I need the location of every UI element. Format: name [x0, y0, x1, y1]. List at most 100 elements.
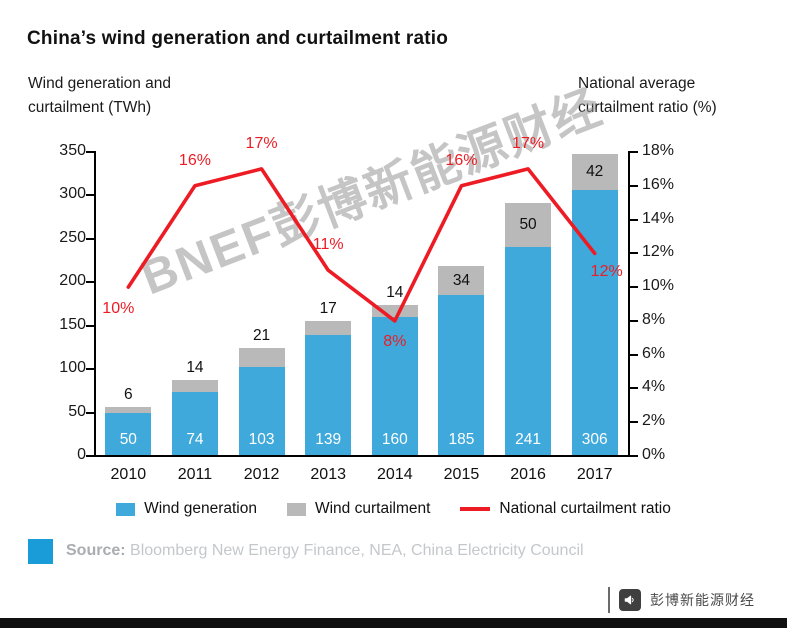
wind-generation-bar [305, 335, 352, 456]
right-axis-tick [629, 218, 638, 221]
wind-curtailment-value: 17 [319, 299, 337, 317]
legend-swatch-wind-curtailment [286, 502, 306, 516]
right-axis-tick [629, 421, 638, 424]
legend: Wind generation Wind curtailment Nationa… [0, 500, 787, 518]
wind-curtailment-value: 21 [252, 327, 271, 345]
chart-title: China’s wind generation and curtailment … [27, 28, 449, 49]
right-axis-tick [629, 319, 638, 322]
right-axis-line [628, 151, 630, 457]
curtailment-ratio-value: 16% [445, 151, 478, 169]
left-axis-tick-label: 200 [59, 272, 86, 290]
left-axis-tick [86, 411, 95, 414]
legend-item-wind-curtailment: Wind curtailment [286, 500, 431, 518]
right-axis-tick-label: 12% [642, 243, 675, 261]
left-axis-tick-label: 350 [59, 142, 86, 159]
left-axis-tick [86, 281, 95, 284]
left-axis-tick [86, 368, 95, 371]
x-axis-label: 2016 [510, 466, 546, 483]
right-axis-tick-label: 10% [642, 277, 675, 295]
right-axis-tick [629, 353, 638, 356]
right-axis-tick [629, 387, 638, 390]
x-axis-label: 2011 [177, 466, 213, 483]
footer-brand: 彭博新能源财经 [608, 587, 755, 613]
curtailment-ratio-value: 10% [102, 300, 135, 318]
wind-curtailment-value: 50 [519, 215, 537, 233]
left-axis-tick [86, 324, 95, 327]
wind-curtailment-value: 14 [386, 283, 404, 301]
wind-generation-bar [238, 366, 285, 456]
curtailment-ratio-value: 17% [245, 134, 278, 152]
left-axis-line [94, 151, 96, 457]
right-axis-tick [629, 151, 638, 153]
wind-generation-bar [505, 246, 552, 456]
left-axis-tick-label: 100 [59, 359, 86, 377]
megaphone-icon [619, 589, 641, 611]
footer-brand-text: 彭博新能源财经 [650, 592, 755, 608]
left-axis-tick [86, 194, 95, 197]
wind-generation-value: 139 [315, 431, 342, 448]
footer-divider [608, 587, 610, 613]
wind-generation-value: 160 [381, 431, 408, 448]
curtailment-ratio-value: 16% [178, 151, 211, 169]
x-axis-label: 2015 [443, 466, 480, 483]
x-axis-label: 2017 [576, 466, 613, 483]
right-axis-tick [629, 184, 638, 187]
left-axis-title: Wind generation and curtailment (TWh) [28, 75, 172, 117]
source-logo-square [28, 539, 53, 564]
right-axis-tick [629, 252, 638, 255]
wind-curtailment-value: 34 [452, 271, 471, 289]
wind-generation-bar [571, 190, 618, 456]
right-axis-title: National average curtailment ratio (%) [578, 75, 717, 117]
legend-label-wind-generation: Wind generation [144, 500, 257, 517]
source-value: Bloomberg New Energy Finance, NEA, China… [130, 542, 584, 559]
wind-curtailment-bar [171, 379, 218, 392]
left-axis-tick-label: 50 [68, 402, 86, 420]
right-axis-tick-label: 8% [642, 310, 666, 328]
source-label: Source: [66, 542, 126, 559]
legend-label-curtailment-ratio: National curtailment ratio [499, 500, 671, 517]
wind-generation-value: 241 [515, 431, 541, 448]
wind-curtailment-bar [238, 348, 285, 367]
right-axis-tick-label: 4% [642, 378, 666, 396]
x-axis-label: 2013 [310, 466, 346, 483]
right-axis-tick-label: 14% [642, 209, 675, 227]
right-axis-tick-label: 0% [642, 446, 666, 463]
x-axis-line [94, 455, 630, 457]
wind-generation-bar [371, 317, 418, 456]
right-axis-tick-label: 6% [642, 344, 666, 362]
x-axis-label: 2012 [243, 466, 280, 483]
wind-generation-value: 74 [186, 431, 204, 448]
right-axis-tick-label: 18% [642, 142, 675, 159]
right-axis-tick-label: 2% [642, 412, 666, 430]
source-text: Source: Bloomberg New Energy Finance, NE… [66, 535, 676, 567]
legend-item-curtailment-ratio: National curtailment ratio [460, 500, 671, 518]
wind-curtailment-value: 42 [586, 162, 604, 180]
wind-curtailment-bar [105, 407, 152, 413]
bottom-bar [0, 618, 787, 628]
wind-curtailment-value: 14 [186, 358, 204, 376]
x-axis-label: 2010 [110, 466, 147, 483]
legend-label-wind-curtailment: Wind curtailment [314, 500, 431, 517]
curtailment-ratio-value: 11% [312, 236, 344, 254]
wind-curtailment-bar [305, 320, 352, 336]
wind-generation-bar [171, 391, 218, 456]
legend-swatch-wind-generation [116, 502, 136, 516]
wind-generation-value: 306 [581, 431, 608, 448]
left-axis-tick-label: 0 [77, 446, 86, 463]
wind-generation-bar [105, 412, 152, 456]
left-axis-tick [86, 237, 95, 240]
source-note: Source: Bloomberg New Energy Finance, NE… [28, 535, 676, 567]
legend-item-wind-generation: Wind generation [116, 500, 257, 518]
curtailment-ratio-value: 12% [590, 263, 623, 281]
left-axis-tick-label: 250 [59, 228, 86, 246]
wind-generation-value: 50 [119, 431, 137, 448]
left-axis-tick-label: 300 [59, 185, 86, 203]
left-axis-tick [86, 151, 95, 153]
left-axis-tick [86, 455, 95, 457]
wind-curtailment-bar [371, 304, 418, 318]
right-axis-tick [629, 286, 638, 289]
right-axis-tick-label: 16% [642, 175, 675, 193]
left-axis-tick-label: 150 [59, 315, 86, 333]
